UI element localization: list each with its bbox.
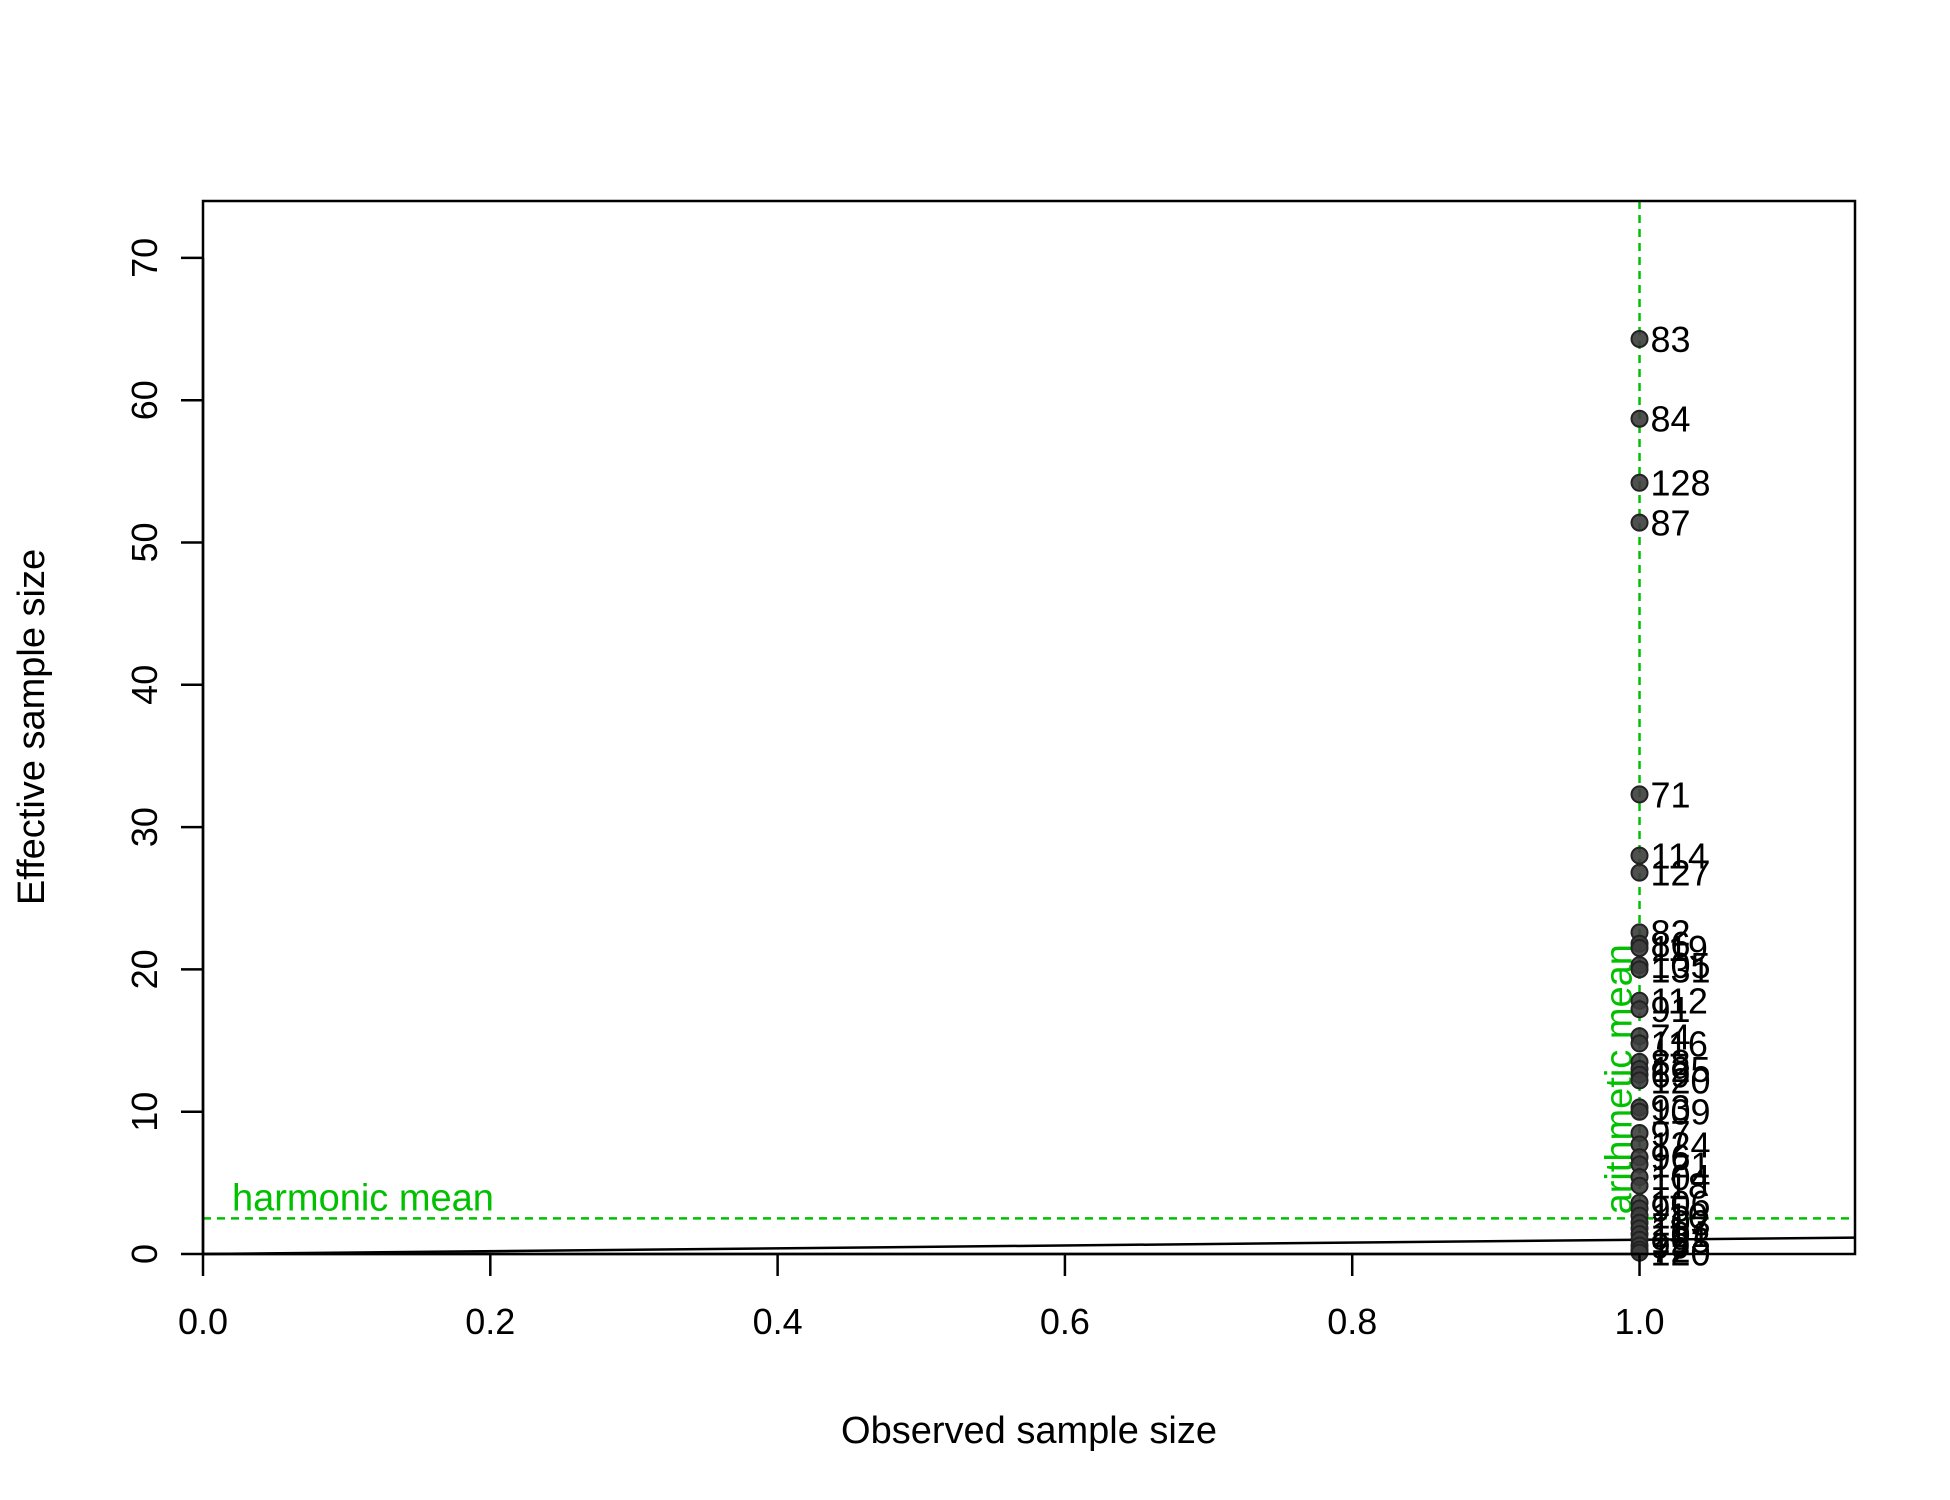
data-point-label: 124 <box>1651 1124 1711 1165</box>
data-point-label: 91 <box>1651 989 1691 1030</box>
reference-lines: harmonic mean arithmetic mean <box>203 201 1855 1254</box>
data-point-label: 93 <box>1651 1087 1691 1128</box>
identity-line <box>202 1236 1856 1256</box>
data-point-label: 120 <box>1651 1060 1711 1101</box>
data-point-label: 74 <box>1651 1016 1691 1057</box>
data-point <box>1630 1034 1649 1053</box>
x-axis: 0.0 0.2 0.4 0.6 0.8 1.0 <box>178 1252 1665 1342</box>
x-tick-label: 0.2 <box>465 1301 515 1342</box>
data-point <box>1630 1102 1649 1121</box>
data-point-label: 82 <box>1651 912 1691 953</box>
data-point-label: 72 <box>1651 1230 1691 1271</box>
data-point-label: 97 <box>1651 1113 1691 1154</box>
data-point <box>1630 330 1649 349</box>
data-point-label: 109 <box>1651 1092 1711 1133</box>
data-point-label: 121 <box>1651 1144 1711 1185</box>
data-point-label: 83 <box>1651 319 1691 360</box>
data-point-label: 116 <box>1651 1023 1708 1064</box>
y-tick-label: 40 <box>124 665 165 705</box>
y-tick-label: 60 <box>124 380 165 420</box>
data-point <box>1630 960 1649 979</box>
y-tick-label: 70 <box>124 238 165 278</box>
y-axis: 0 10 20 30 40 50 60 70 <box>124 238 205 1264</box>
x-axis-label: Observed sample size <box>841 1410 1217 1452</box>
data-point-label: 103 <box>1651 1203 1711 1244</box>
data-point <box>1630 1000 1649 1019</box>
y-tick-label: 50 <box>124 522 165 562</box>
data-point-label: 105 <box>1651 945 1711 986</box>
data-point <box>1630 473 1649 492</box>
data-point-label: 101 <box>1651 1214 1711 1255</box>
data-point-label: 125 <box>1651 1049 1711 1090</box>
data-point-label: 96 <box>1651 1137 1691 1178</box>
harmonic-mean-label: harmonic mean <box>232 1177 494 1219</box>
y-tick-label: 0 <box>124 1244 165 1264</box>
data-point-label: 87 <box>1651 503 1691 544</box>
data-point-label: 106 <box>1651 1183 1711 1224</box>
data-point-label: 127 <box>1651 853 1711 894</box>
data-point-label: 69 <box>1651 1055 1691 1096</box>
x-tick-label: 1.0 <box>1614 1301 1664 1342</box>
data-point <box>1630 785 1649 804</box>
data-point <box>1630 1176 1649 1195</box>
data-point-label: 128 <box>1651 463 1711 504</box>
data-point-label: 95 <box>1651 1188 1691 1229</box>
data-point-label: 71 <box>1651 774 1691 815</box>
data-point-label: 99 <box>1651 1225 1691 1266</box>
data-point-label: 118 <box>1651 1166 1708 1207</box>
data-point-label: 104 <box>1651 1157 1711 1198</box>
data-point-label: 112 <box>1651 981 1708 1022</box>
x-tick-label: 0.0 <box>178 1301 228 1342</box>
data-point-label: 110 <box>1651 1196 1708 1237</box>
data-point-label: 84 <box>1651 399 1691 440</box>
y-axis-label: Effective sample size <box>11 549 53 905</box>
x-tick-label: 0.4 <box>753 1301 803 1342</box>
x-tick-label: 0.6 <box>1040 1301 1090 1342</box>
data-point-label: 86 <box>1651 924 1691 965</box>
data-point-label: 117 <box>1651 1208 1708 1249</box>
data-point <box>1630 939 1649 958</box>
y-tick-label: 30 <box>124 807 165 847</box>
data-point <box>1630 846 1649 865</box>
y-tick-label: 20 <box>124 949 165 989</box>
x-tick-label: 0.8 <box>1327 1301 1377 1342</box>
data-point-label: 119 <box>1651 928 1708 969</box>
data-points <box>1630 330 1649 1262</box>
data-point <box>1630 513 1649 532</box>
data-point <box>1630 409 1649 428</box>
y-tick-label: 10 <box>124 1092 165 1132</box>
data-point-label: 131 <box>1651 949 1711 990</box>
data-point <box>1630 1071 1649 1090</box>
data-point-label: 88 <box>1651 1042 1691 1083</box>
data-point-label: 114 <box>1651 836 1708 877</box>
data-point <box>1630 863 1649 882</box>
identity-line-group <box>202 1236 1856 1256</box>
